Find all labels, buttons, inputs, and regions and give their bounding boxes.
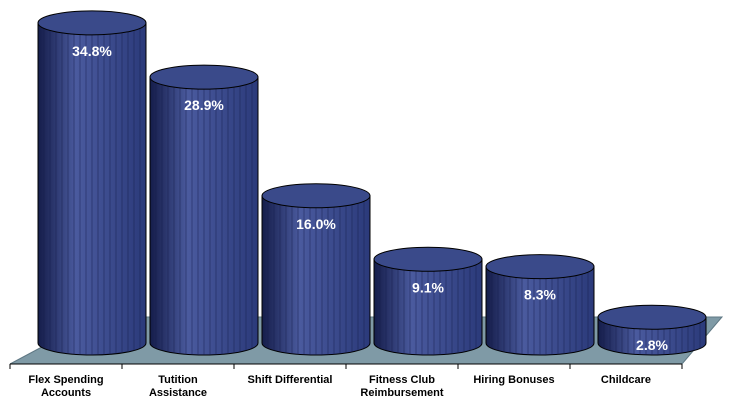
category-label-line: Hiring Bonuses <box>473 374 554 386</box>
category-label: Hiring Bonuses <box>473 374 554 386</box>
category-label: Shift Differential <box>248 374 333 386</box>
category-label-line: Tutition <box>158 374 198 386</box>
bar: 9.1% <box>373 246 483 356</box>
x-axis <box>9 363 683 369</box>
bar-top <box>261 183 371 209</box>
category-label-line: Reimbursement <box>360 387 443 399</box>
data-label: 9.1% <box>412 279 444 295</box>
data-label: 28.9% <box>184 97 224 113</box>
bar-top <box>37 10 147 36</box>
category-label: Tutition Assistance <box>149 374 207 399</box>
bars-group: 34.8% 28.9% 16.0% 9.1% 8.3% 2.8% <box>37 10 707 356</box>
bar: 16.0% <box>261 183 371 356</box>
category-label-line: Fitness Club <box>369 374 435 386</box>
bar-top <box>149 64 259 90</box>
data-label: 16.0% <box>296 216 336 232</box>
data-label: 34.8% <box>72 43 112 59</box>
category-label-line: Shift Differential <box>248 374 333 386</box>
category-label: Flex Spending Accounts <box>28 374 103 399</box>
category-label-line: Childcare <box>601 374 651 386</box>
category-label-line: Flex Spending <box>28 374 103 386</box>
data-label: 2.8% <box>636 337 668 353</box>
bar: 34.8% <box>37 10 147 356</box>
bar: 2.8% <box>597 304 707 356</box>
bar-top <box>373 246 483 272</box>
category-label: Fitness Club Reimbursement <box>360 374 443 399</box>
category-label-line: Assistance <box>149 387 207 399</box>
data-label: 8.3% <box>524 287 556 303</box>
bar-top <box>485 254 595 280</box>
bar: 8.3% <box>485 254 595 356</box>
bar-top <box>597 304 707 330</box>
category-label: Childcare <box>601 374 651 386</box>
category-labels: Flex Spending Accounts Tutition Assistance S… <box>28 374 651 399</box>
bar: 28.9% <box>149 64 259 356</box>
category-label-line: Accounts <box>41 387 91 399</box>
